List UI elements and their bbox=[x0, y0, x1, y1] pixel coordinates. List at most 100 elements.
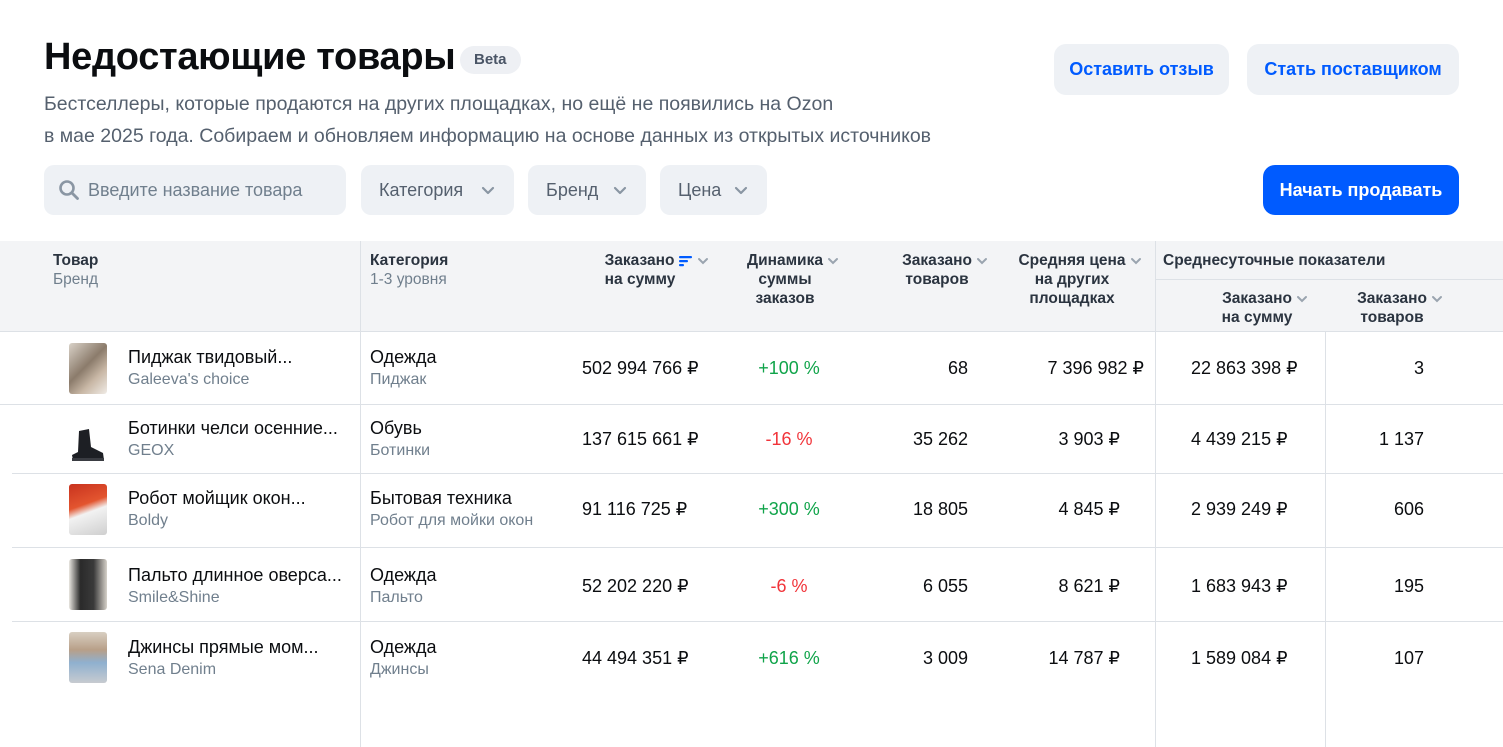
ordered-sum: 137 615 661 ₽ bbox=[582, 429, 699, 449]
subcategory: Пальто bbox=[370, 589, 423, 606]
avg-price: 14 787 ₽ bbox=[1048, 648, 1120, 668]
table-row[interactable]: Ботинки челси осенние... GEOX Обувь Боти… bbox=[0, 404, 1503, 473]
divider bbox=[1155, 279, 1503, 280]
page-title: Недостающие товары bbox=[44, 36, 456, 78]
chevron-down-icon bbox=[481, 186, 495, 195]
col-daily-sum[interactable]: Заказано на сумму bbox=[1205, 289, 1325, 327]
ordered-items: 35 262 bbox=[912, 429, 968, 449]
start-selling-button[interactable]: Начать продавать bbox=[1263, 165, 1459, 215]
product-name[interactable]: Джинсы прямые мом... bbox=[128, 637, 319, 657]
search-box[interactable] bbox=[44, 165, 346, 215]
product-image[interactable] bbox=[69, 632, 107, 683]
dynamics: +300 % bbox=[758, 499, 820, 519]
chevron-down-icon bbox=[734, 186, 748, 195]
col-group-daily: Среднесуточные показатели bbox=[1163, 252, 1386, 269]
subtitle-line-2: в мае 2025 года. Собираем и обновляем ин… bbox=[44, 125, 932, 147]
daily-sum: 1 683 943 ₽ bbox=[1191, 576, 1288, 596]
ordered-sum: 44 494 351 ₽ bbox=[582, 648, 689, 668]
product-image[interactable] bbox=[69, 343, 107, 394]
category: Обувь bbox=[370, 418, 422, 438]
ordered-sum: 91 116 725 ₽ bbox=[582, 499, 688, 519]
subcategory: Ботинки bbox=[370, 442, 431, 459]
daily-sum: 1 589 084 ₽ bbox=[1191, 648, 1288, 668]
col-ordered-sum[interactable]: Заказано на сумму bbox=[592, 251, 722, 289]
col-category[interactable]: Категория 1-3 уровня bbox=[370, 252, 449, 288]
divider bbox=[0, 404, 1503, 405]
ordered-items: 6 055 bbox=[922, 576, 968, 596]
product-brand: Smile&Shine bbox=[128, 589, 220, 606]
product-name[interactable]: Пальто длинное оверса... bbox=[128, 565, 342, 585]
product-brand: Sena Denim bbox=[128, 661, 217, 678]
category: Бытовая техника bbox=[370, 488, 512, 508]
chevron-down-icon bbox=[698, 257, 709, 265]
dynamics: -16 % bbox=[765, 429, 813, 449]
chevron-down-icon bbox=[976, 257, 987, 265]
ordered-items: 3 009 bbox=[922, 648, 968, 668]
avg-price: 7 396 982 ₽ bbox=[1047, 358, 1144, 378]
subcategory: Пиджак bbox=[370, 371, 427, 388]
chevron-down-icon bbox=[613, 186, 627, 195]
daily-sum: 4 439 215 ₽ bbox=[1191, 429, 1288, 449]
col-daily-items[interactable]: Заказано товаров bbox=[1345, 289, 1455, 327]
ordered-items: 18 805 bbox=[912, 499, 968, 519]
product-image[interactable] bbox=[69, 413, 107, 464]
divider bbox=[12, 621, 1503, 622]
col-avg-price[interactable]: Средняя цена на других площадках bbox=[1010, 251, 1150, 308]
table-row[interactable]: Пиджак твидовый... Galeeva's choice Одеж… bbox=[0, 332, 1503, 404]
daily-sum: 22 863 398 ₽ bbox=[1191, 358, 1298, 378]
chevron-down-icon bbox=[1130, 257, 1141, 265]
subcategory: Джинсы bbox=[370, 661, 429, 678]
table-row[interactable]: Джинсы прямые мом... Sena Denim Одежда Д… bbox=[0, 621, 1503, 695]
daily-items: 107 bbox=[1393, 648, 1424, 668]
table-row[interactable]: Пальто длинное оверса... Smile&Shine Оде… bbox=[0, 547, 1503, 621]
subtitle-line-1: Бестселлеры, которые продаются на других… bbox=[44, 93, 834, 115]
divider bbox=[1325, 332, 1326, 747]
search-icon bbox=[59, 180, 79, 200]
search-input[interactable] bbox=[88, 165, 338, 215]
daily-items: 1 137 bbox=[1378, 429, 1424, 449]
category-filter[interactable]: Категория bbox=[361, 165, 514, 215]
price-filter-label: Цена bbox=[678, 180, 722, 200]
ordered-items: 68 bbox=[947, 358, 968, 378]
daily-items: 195 bbox=[1393, 576, 1424, 596]
col-dynamics[interactable]: Динамика суммы заказов bbox=[733, 251, 853, 308]
product-brand: GEOX bbox=[128, 442, 175, 459]
boot-icon bbox=[72, 429, 104, 461]
category: Одежда bbox=[370, 565, 437, 585]
feedback-button[interactable]: Оставить отзыв bbox=[1054, 44, 1229, 95]
category-filter-label: Категория bbox=[379, 180, 464, 200]
col-product[interactable]: Товар Бренд bbox=[53, 252, 99, 288]
dynamics: +100 % bbox=[758, 358, 820, 378]
product-name[interactable]: Пиджак твидовый... bbox=[128, 347, 293, 367]
product-brand: Galeeva's choice bbox=[128, 371, 250, 388]
product-image[interactable] bbox=[69, 559, 107, 610]
product-brand: Boldy bbox=[128, 512, 169, 529]
product-name[interactable]: Ботинки челси осенние... bbox=[128, 418, 338, 438]
divider bbox=[12, 547, 1503, 548]
dynamics: -6 % bbox=[770, 576, 808, 596]
product-name[interactable]: Робот мойщик окон... bbox=[128, 488, 306, 508]
daily-items: 3 bbox=[1413, 358, 1424, 378]
beta-badge: Beta bbox=[460, 46, 521, 74]
page-subtitle: Бестселлеры, которые продаются на других… bbox=[44, 88, 1044, 152]
table-header: Товар Бренд Категория 1-3 уровня Заказан… bbox=[0, 241, 1503, 332]
avg-price: 4 845 ₽ bbox=[1058, 499, 1121, 519]
table-row[interactable]: Робот мойщик окон... Boldy Бытовая техни… bbox=[0, 473, 1503, 547]
chevron-down-icon bbox=[827, 257, 838, 265]
daily-sum: 2 939 249 ₽ bbox=[1191, 499, 1288, 519]
ordered-sum: 52 202 220 ₽ bbox=[582, 576, 689, 596]
product-image[interactable] bbox=[69, 484, 107, 535]
divider bbox=[1155, 241, 1156, 747]
dynamics: +616 % bbox=[758, 648, 820, 668]
chevron-down-icon bbox=[1296, 295, 1307, 303]
category: Одежда bbox=[370, 347, 437, 367]
brand-filter[interactable]: Бренд bbox=[528, 165, 646, 215]
brand-filter-label: Бренд bbox=[546, 180, 599, 200]
daily-items: 606 bbox=[1393, 499, 1424, 519]
become-supplier-button[interactable]: Стать поставщиком bbox=[1247, 44, 1459, 95]
price-filter[interactable]: Цена bbox=[660, 165, 767, 215]
divider bbox=[12, 473, 1503, 474]
divider bbox=[360, 241, 361, 747]
sort-desc-icon bbox=[679, 255, 693, 267]
col-ordered-items[interactable]: Заказано товаров bbox=[890, 251, 1000, 289]
